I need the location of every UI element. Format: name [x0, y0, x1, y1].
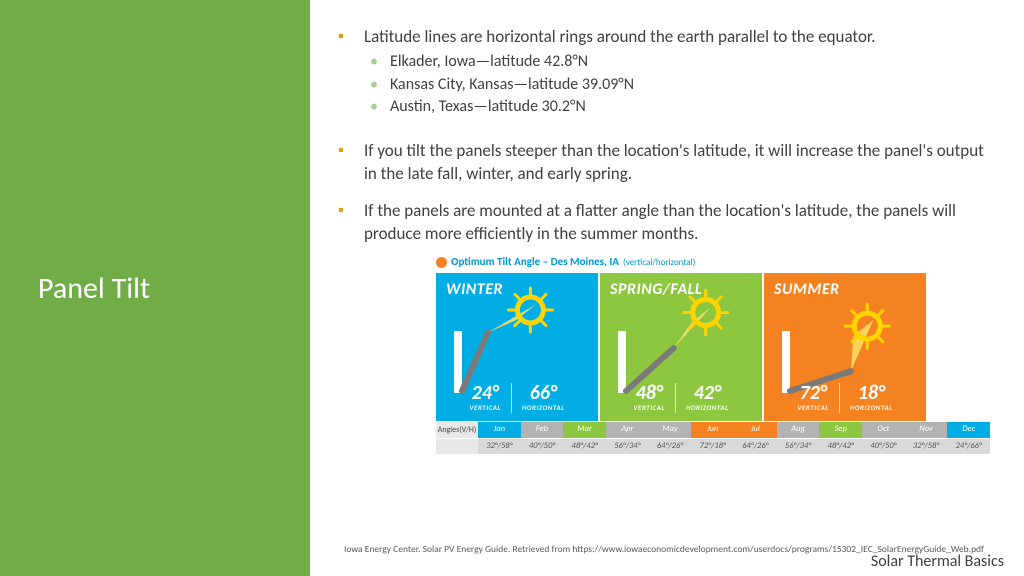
- month-name: Oct: [862, 422, 905, 437]
- horizontal-angle: 18°HORIZONTAL: [850, 383, 893, 413]
- sidebar: Panel Tilt: [0, 0, 310, 576]
- bullet-1: Latitude lines are horizontal rings arou…: [336, 26, 990, 118]
- month-name: Sep: [819, 422, 862, 437]
- month-value: 32°/58°: [905, 439, 948, 454]
- info-title-main: Optimum Tilt Angle – Des Moines, IA: [451, 255, 619, 270]
- month-value: 56°/34°: [777, 439, 820, 454]
- slide-title: Panel Tilt: [38, 270, 150, 307]
- horizontal-angle: 66°HORIZONTAL: [522, 383, 565, 413]
- footer: Solar Thermal Basics: [871, 551, 1004, 573]
- month-name: Mar: [563, 422, 606, 437]
- month-value: 48°/42°: [563, 439, 606, 454]
- season-panel-spring: SPRING/FALL 48°VERTICAL 42°HORIZONTAL: [600, 273, 762, 421]
- vertical-angle: 24°VERTICAL: [469, 383, 501, 413]
- month-name: Jul: [734, 422, 777, 437]
- angle-readout: 24°VERTICAL 66°HORIZONTAL: [436, 383, 598, 413]
- bullet-1-sublist: Elkader, Iowa—latitude 42.8°N Kansas Cit…: [364, 51, 990, 118]
- month-name: May: [649, 422, 692, 437]
- month-header-row: Angles(V/H)JanFebMarAprMayJunJulAugSepOc…: [436, 422, 990, 437]
- month-value: 72°/18°: [691, 439, 734, 454]
- season-panel-summer: SUMMER 72°VERTICAL 18°HORIZONTAL: [764, 273, 926, 421]
- divider: [839, 383, 840, 413]
- months-axis-label: Angles(V/H): [436, 422, 478, 437]
- month-value: 40°/50°: [521, 439, 564, 454]
- angle-readout: 72°VERTICAL 18°HORIZONTAL: [764, 383, 926, 413]
- month-value-row: 32°/58°40°/50°48°/42°56°/34°64°/26°72°/1…: [436, 439, 990, 454]
- month-name: Jan: [478, 422, 521, 437]
- vertical-angle: 72°VERTICAL: [797, 383, 829, 413]
- month-value: 40°/50°: [862, 439, 905, 454]
- season-panel-winter: WINTER 24°VERTICAL 66°HORIZONTAL: [436, 273, 598, 421]
- vertical-angle: 48°VERTICAL: [633, 383, 665, 413]
- bullet-3: If the panels are mounted at a flatter a…: [336, 200, 990, 246]
- sub-2: Kansas City, Kansas—latitude 39.09°N: [364, 74, 990, 96]
- horizontal-angle: 42°HORIZONTAL: [686, 383, 729, 413]
- month-name: Aug: [777, 422, 820, 437]
- month-name: Jun: [691, 422, 734, 437]
- month-name: Apr: [606, 422, 649, 437]
- sub-1: Elkader, Iowa—latitude 42.8°N: [364, 51, 990, 73]
- month-value: 24°/66°: [947, 439, 990, 454]
- bullet-list: Latitude lines are horizontal rings arou…: [336, 26, 990, 245]
- months-axis-spacer: [436, 439, 478, 454]
- month-name: Dec: [947, 422, 990, 437]
- sub-3: Austin, Texas—latitude 30.2°N: [364, 96, 990, 118]
- month-name: Nov: [905, 422, 948, 437]
- divider: [511, 383, 512, 413]
- month-value: 32°/58°: [478, 439, 521, 454]
- month-value: 64°/26°: [649, 439, 692, 454]
- divider: [675, 383, 676, 413]
- month-value: 48°/42°: [819, 439, 862, 454]
- pin-icon: [436, 257, 447, 268]
- month-name: Feb: [521, 422, 564, 437]
- angle-readout: 48°VERTICAL 42°HORIZONTAL: [600, 383, 762, 413]
- content-area: Latitude lines are horizontal rings arou…: [310, 0, 1024, 576]
- bullet-2: If you tilt the panels steeper than the …: [336, 140, 990, 186]
- season-panels: WINTER 24°VERTICAL 66°HORIZONTAL SPRING/…: [436, 273, 990, 421]
- infographic: Optimum Tilt Angle – Des Moines, IA (ver…: [436, 255, 990, 454]
- month-value: 64°/26°: [734, 439, 777, 454]
- info-title-small: (vertical/horizontal): [623, 257, 695, 269]
- infographic-title: Optimum Tilt Angle – Des Moines, IA (ver…: [436, 255, 990, 270]
- bullet-1-text: Latitude lines are horizontal rings arou…: [364, 26, 875, 47]
- month-value: 56°/34°: [606, 439, 649, 454]
